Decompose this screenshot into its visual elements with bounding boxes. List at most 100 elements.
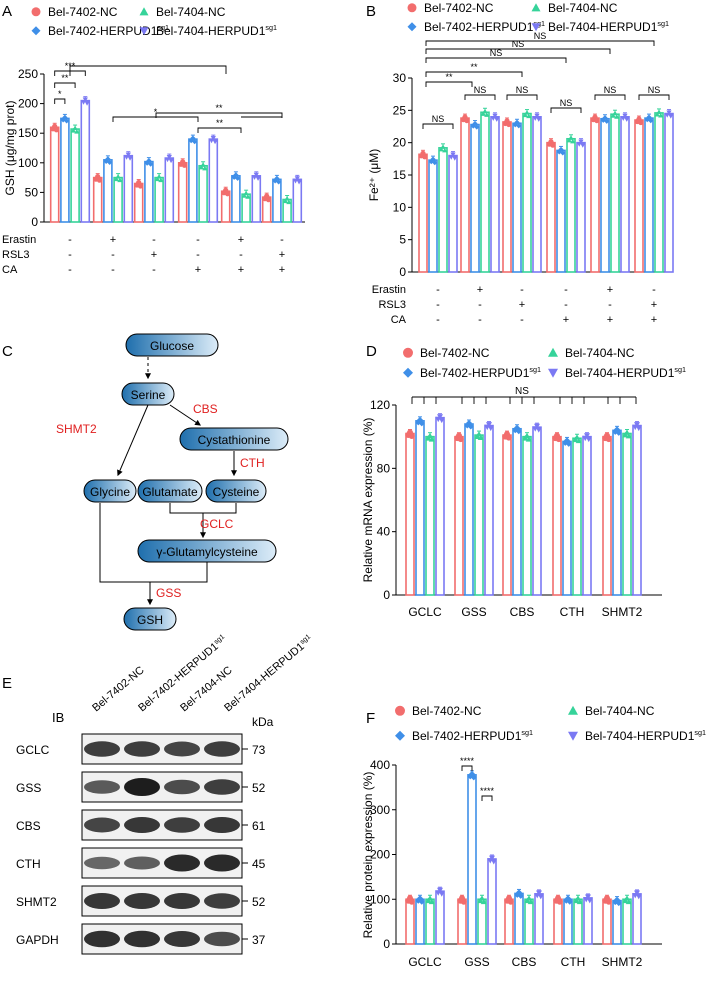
a-point-g4-s3-0 bbox=[198, 164, 204, 170]
e-band-6-1 bbox=[84, 930, 120, 948]
a-cond-3-g4: + bbox=[195, 264, 201, 276]
a-legend-label-1: Bel-7402-NC bbox=[48, 5, 118, 19]
b-cond-1-g2: + bbox=[477, 284, 483, 296]
a-bar-g4-s3 bbox=[198, 164, 208, 223]
a-point-g1-s4-1 bbox=[82, 97, 88, 103]
a-point-g3-s3-2 bbox=[158, 177, 164, 183]
a-point-g5-s3-2 bbox=[245, 194, 251, 199]
f-ytick-label-3: 300 bbox=[370, 803, 390, 817]
a-point-g2-s1-2 bbox=[96, 177, 103, 183]
b-cond-3-g1: - bbox=[436, 314, 440, 326]
b-point-g5-s2-2 bbox=[604, 118, 610, 124]
b-point-g6-s2-0 bbox=[644, 116, 650, 123]
f-bar-g2-s4 bbox=[487, 858, 497, 945]
bracket-glu-cys bbox=[169, 503, 237, 514]
a-bar-g2-s1 bbox=[92, 176, 103, 223]
b-sig-bracket-2 bbox=[464, 94, 496, 100]
a-point-g3-s2-2 bbox=[148, 161, 154, 167]
e-band-3-3 bbox=[164, 817, 200, 833]
b-legend-label-3: Bel-7404-NC bbox=[548, 1, 618, 15]
d-point-g2-s2-2 bbox=[467, 423, 474, 430]
b-point-g6-s4-1 bbox=[666, 110, 672, 116]
a-point-g5-s1-2 bbox=[224, 191, 231, 197]
b-legend-label-1: Bel-7402-NC bbox=[424, 1, 494, 15]
a-ytick-label-4: 200 bbox=[18, 97, 38, 111]
a-sig-label-1: * bbox=[58, 89, 62, 99]
a-bar-g6-s2 bbox=[272, 178, 282, 223]
node-glucose-label: Glucose bbox=[150, 339, 194, 353]
b-point-g1-s3-2 bbox=[442, 147, 448, 153]
d-bar-g3-s3 bbox=[522, 435, 532, 596]
a-cond-2-g3: + bbox=[151, 249, 157, 261]
a-bar-g6-s4 bbox=[292, 178, 303, 223]
b-point-g6-s3-1 bbox=[656, 109, 662, 114]
node-glucose bbox=[125, 333, 219, 357]
d-y-label: Relative mRNA expression (%) bbox=[361, 418, 375, 583]
a-point-g4-s2-2 bbox=[192, 139, 198, 145]
b-cond-2-g3: + bbox=[519, 299, 525, 311]
f-sig-bracket-2 bbox=[481, 795, 493, 801]
a-ytick-label-1: 50 bbox=[25, 185, 39, 199]
a-point-g3-s1-2 bbox=[137, 183, 144, 189]
b-sig-label-8: ** bbox=[470, 62, 478, 72]
f-legend-marker-3 bbox=[568, 705, 578, 715]
b-point-g2-s3-0 bbox=[480, 111, 486, 116]
d-bar-g5-s3 bbox=[622, 432, 632, 596]
b-point-g5-s4-2 bbox=[624, 117, 630, 122]
d-point-g5-s4-2 bbox=[635, 425, 642, 432]
a-sig-bracket-6 bbox=[197, 127, 242, 133]
b-cond-3-g2: - bbox=[478, 314, 482, 326]
d-xtick-label-2: GSS bbox=[461, 605, 486, 619]
a-point-g6-s3-2 bbox=[286, 199, 292, 205]
a-point-g5-s3-0 bbox=[241, 193, 247, 198]
a-point-g1-s2-1 bbox=[62, 114, 68, 120]
a-cond-row-3: CA bbox=[2, 264, 18, 276]
f-point-g5-s2-2 bbox=[615, 900, 622, 907]
a-point-g1-s2-2 bbox=[64, 118, 70, 124]
b-sig-label-11: NS bbox=[534, 31, 547, 41]
b-point-g3-s3-0 bbox=[522, 112, 528, 118]
f-ytick-label-0: 0 bbox=[383, 937, 390, 951]
e-band-5-2 bbox=[124, 893, 160, 909]
d-ytick-label-2: 80 bbox=[377, 461, 391, 475]
b-point-g6-s1-2 bbox=[638, 119, 644, 126]
b-point-g5-s3-2 bbox=[614, 114, 620, 119]
b-sig-bracket-5 bbox=[594, 94, 626, 100]
a-point-g4-s2-1 bbox=[190, 135, 196, 141]
panel-letter-d: D bbox=[366, 343, 377, 360]
a-point-g5-s2-1 bbox=[233, 172, 239, 178]
b-sig-label-1: NS bbox=[432, 114, 445, 124]
d-point-g2-s1-2 bbox=[457, 436, 464, 443]
a-legend-marker-2 bbox=[31, 26, 41, 36]
a-sig-long bbox=[69, 65, 227, 76]
b-bar-g5-s1 bbox=[590, 117, 600, 273]
b-bar-g4-s3 bbox=[566, 137, 576, 273]
a-bar-g3-s3 bbox=[154, 176, 164, 223]
enzyme-cth: CTH bbox=[240, 456, 265, 470]
e-protein-label-2: GSS bbox=[16, 781, 41, 795]
node-glycine bbox=[83, 479, 137, 503]
f-point-g1-s4-1 bbox=[437, 887, 443, 894]
d-point-g5-s2-2 bbox=[615, 429, 622, 436]
b-point-g1-s2-0 bbox=[428, 159, 434, 165]
a-cond-1-g2: + bbox=[110, 234, 116, 246]
b-point-g1-s2-1 bbox=[430, 156, 436, 162]
b-sig-label-10: NS bbox=[512, 39, 525, 49]
a-ytick-label-3: 150 bbox=[18, 126, 38, 140]
d-legend-marker-3 bbox=[548, 347, 558, 357]
f-xtick-label-3: CBS bbox=[512, 955, 537, 969]
a-point-g6-s4-1 bbox=[294, 176, 300, 181]
d-bar-g5-s2 bbox=[612, 429, 622, 596]
f-xtick-label-5: SHMT2 bbox=[602, 955, 643, 969]
e-band-1-3 bbox=[164, 741, 200, 757]
f-bar-g3-s3 bbox=[524, 898, 534, 945]
e-band-5-3 bbox=[164, 893, 200, 909]
enzyme-gss: GSS bbox=[156, 586, 181, 600]
b-bar-g6-s4 bbox=[664, 112, 674, 273]
a-cond-1-g6: - bbox=[280, 234, 284, 246]
a-legend-marker-1 bbox=[31, 7, 41, 17]
b-bar-g3-s2 bbox=[512, 122, 522, 273]
a-point-g6-s2-2 bbox=[276, 179, 282, 185]
f-legend-label-2: Bel-7402-HERPUD1sg1 bbox=[412, 728, 533, 743]
node-cystathionine bbox=[179, 427, 289, 451]
